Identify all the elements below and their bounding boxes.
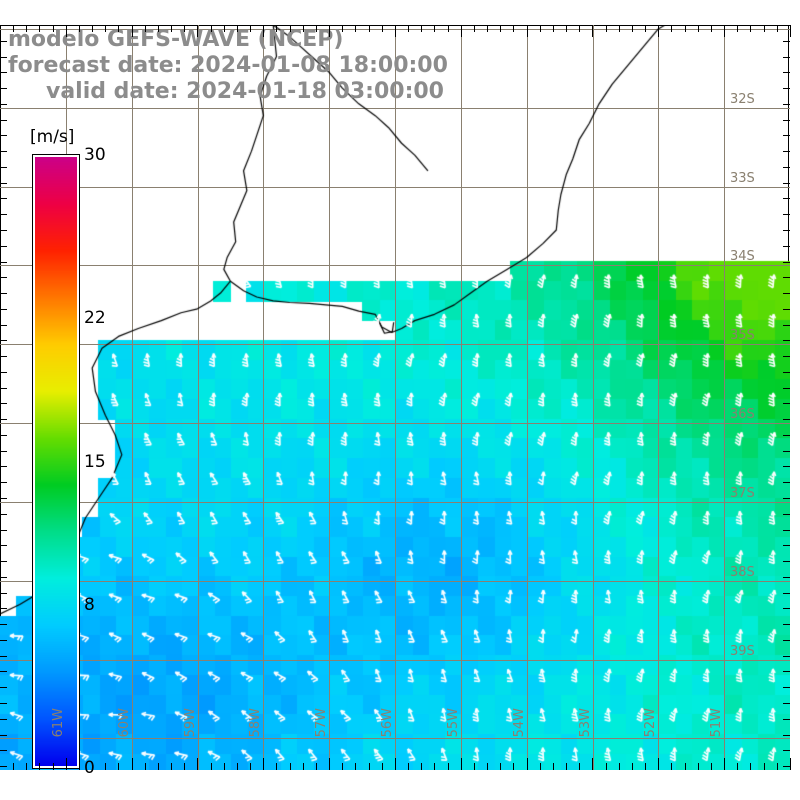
tick-top	[790, 25, 791, 37]
colorbar-tick-22: 22	[84, 308, 106, 329]
colorbar-gradient	[32, 154, 80, 769]
colorbar-tick-0: 0	[84, 758, 95, 778]
wind-speed-heatmap	[0, 25, 790, 770]
map-plot-area[interactable]	[0, 25, 790, 770]
colorbar-tick-30: 30	[84, 145, 106, 165]
colorbar-unit-label: [m/s]	[30, 127, 75, 147]
tick-bottom	[790, 758, 791, 770]
colorbar-tick-8: 8	[84, 594, 95, 615]
colorbar-tick-15: 15	[84, 451, 106, 472]
colorbar[interactable]	[32, 154, 80, 769]
